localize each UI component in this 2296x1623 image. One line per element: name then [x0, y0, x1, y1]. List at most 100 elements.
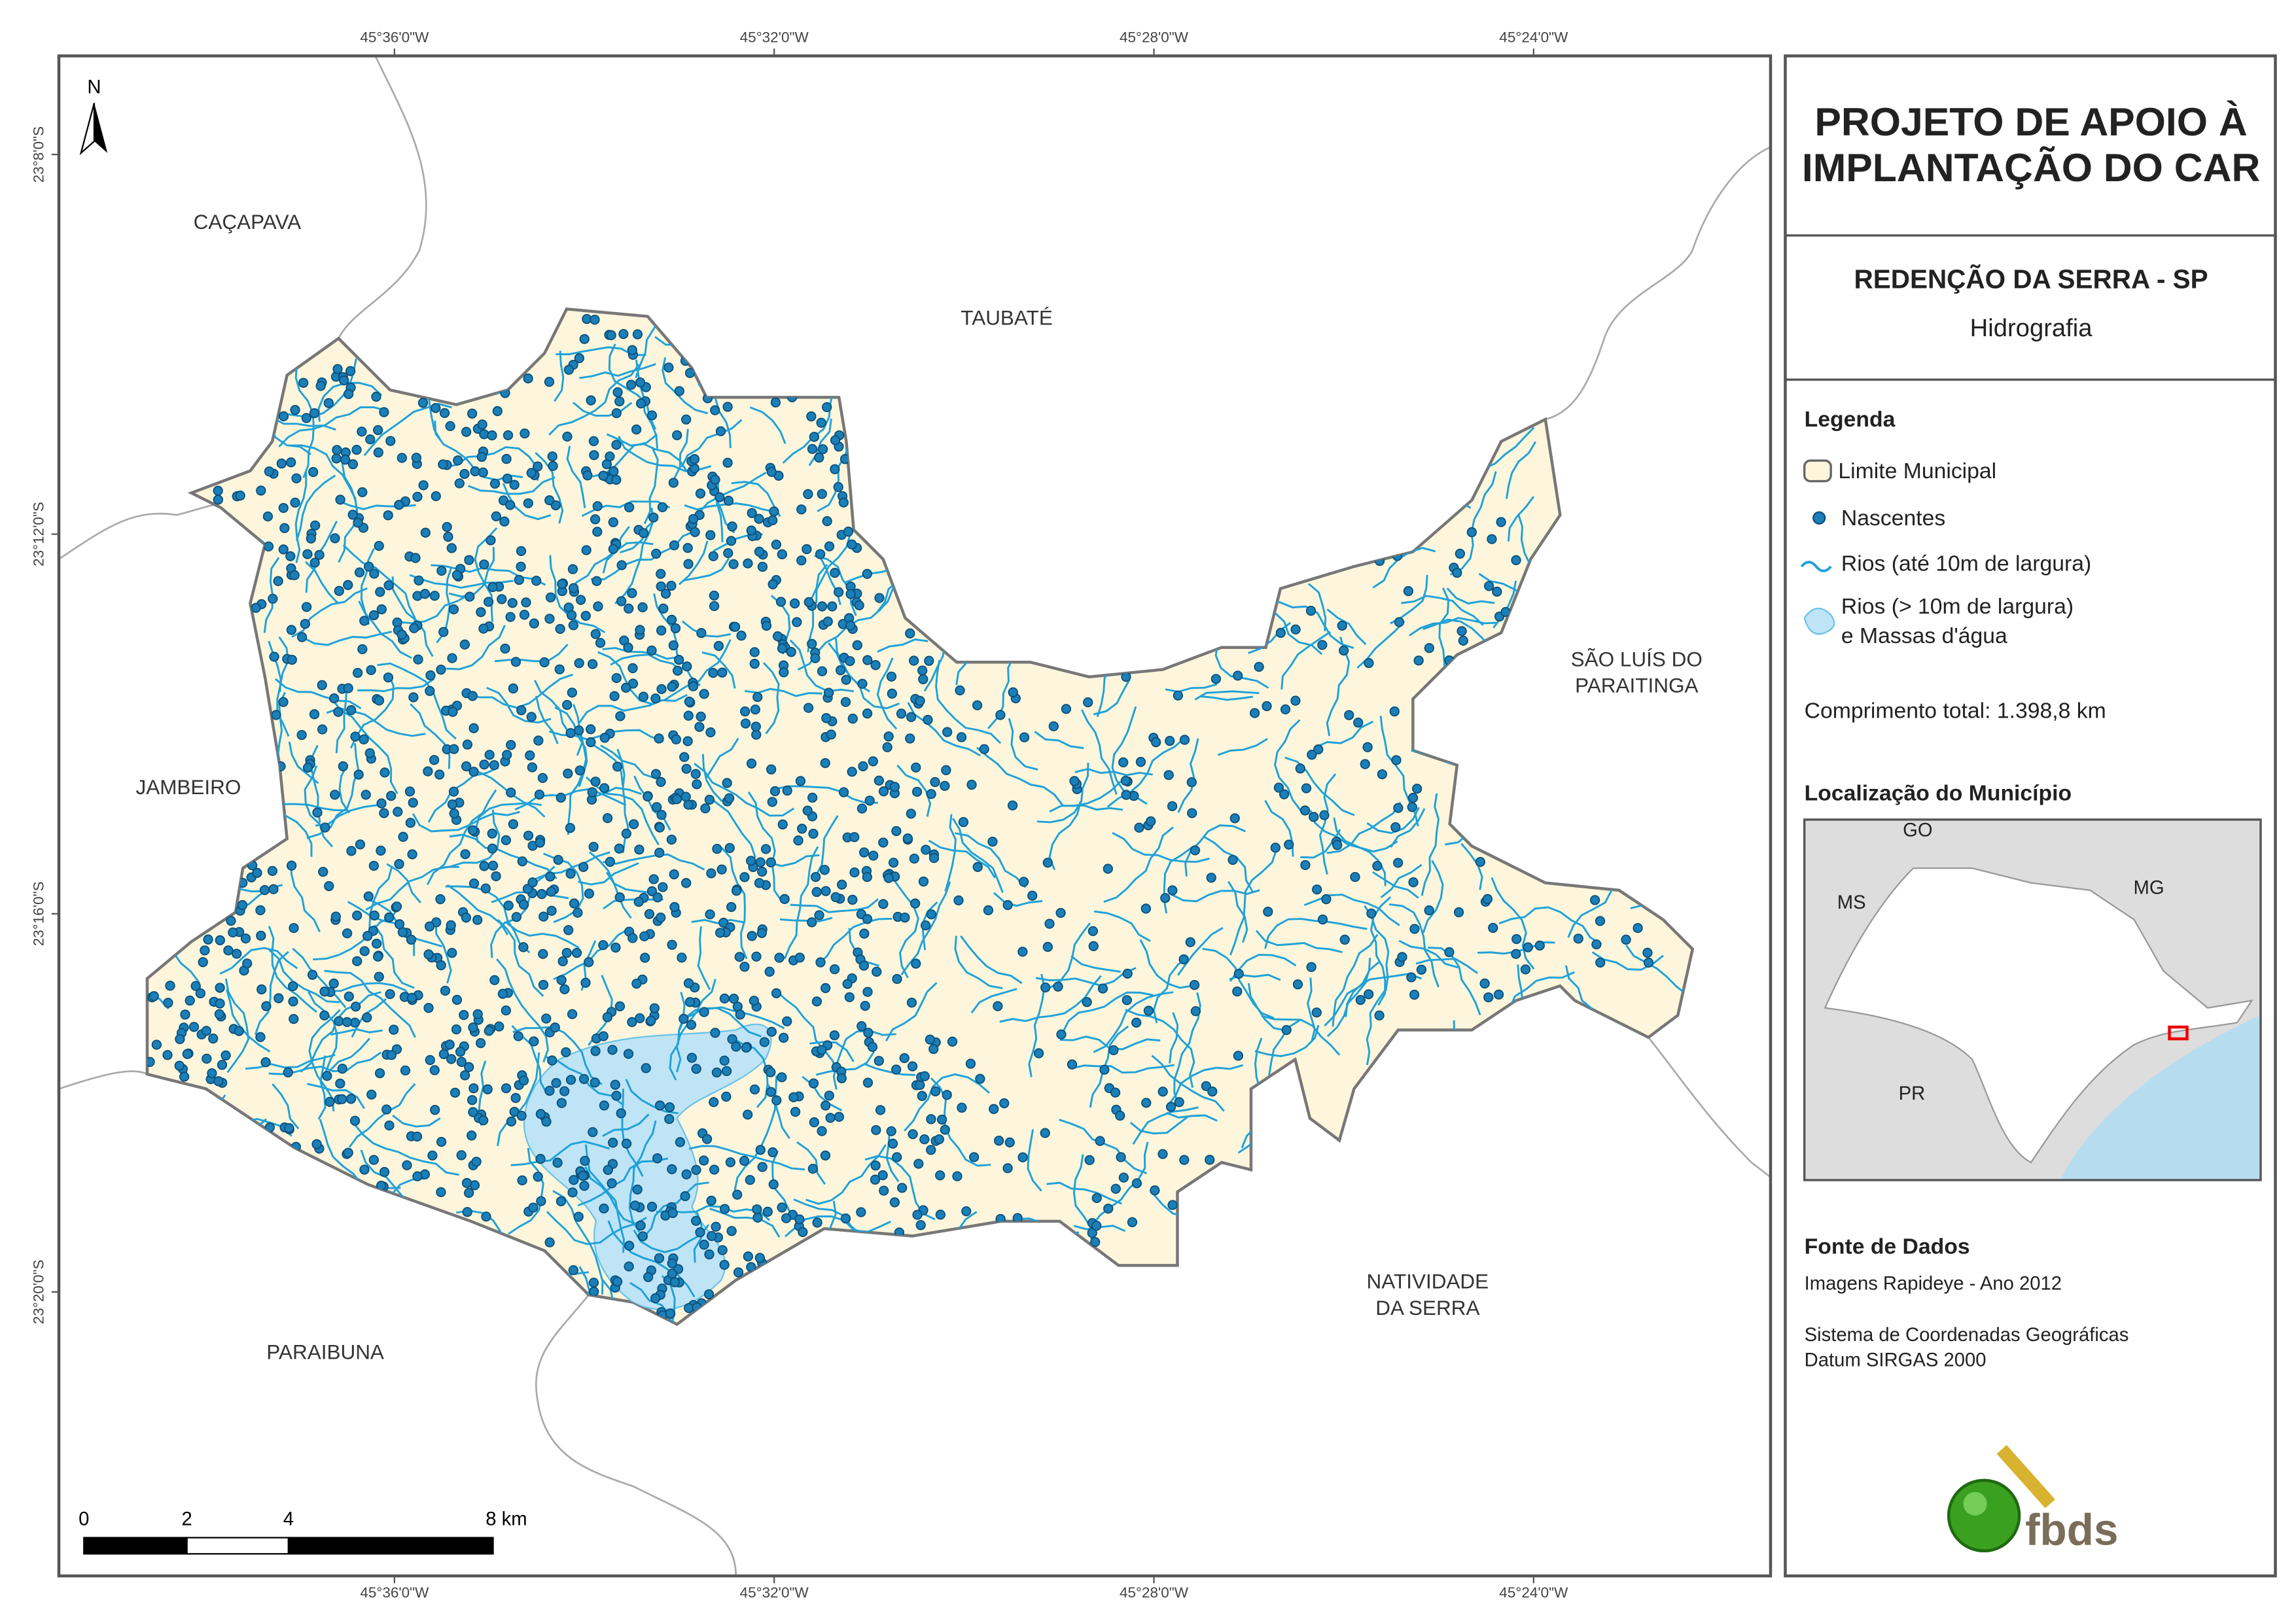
spring [614, 843, 624, 854]
river [663, 639, 732, 701]
spring [1523, 942, 1533, 952]
spring [628, 819, 639, 829]
spring [1091, 1193, 1102, 1204]
spring [908, 1129, 918, 1140]
spring [905, 733, 915, 744]
spring [1408, 877, 1419, 888]
spring [862, 986, 873, 997]
spring [1131, 1017, 1142, 1028]
spring [501, 1083, 512, 1094]
spring [747, 931, 757, 941]
spring [728, 993, 739, 1004]
spring [836, 879, 847, 890]
spring [599, 1203, 609, 1214]
spring [517, 1175, 527, 1186]
spring [538, 949, 548, 959]
spring [195, 988, 206, 999]
spring [314, 550, 325, 560]
spring [406, 992, 417, 1003]
spring [568, 583, 579, 593]
spring [648, 512, 659, 523]
river [955, 832, 1027, 888]
spring [1273, 782, 1284, 793]
spring [781, 1213, 792, 1223]
spring [533, 735, 544, 746]
spring [525, 750, 535, 761]
spring [896, 708, 907, 719]
inset-label: PR [1899, 1083, 1926, 1104]
spring [806, 411, 817, 422]
spring [1281, 1024, 1292, 1036]
spring [769, 506, 779, 517]
spring [539, 657, 550, 668]
spring [420, 527, 431, 538]
spring [624, 502, 635, 513]
spring [590, 514, 601, 525]
spring [792, 617, 802, 627]
spring [256, 984, 267, 995]
spring [318, 867, 328, 877]
spring [1087, 926, 1099, 937]
river [628, 1120, 657, 1233]
spring [754, 514, 764, 524]
spring [891, 826, 902, 837]
spring [510, 657, 521, 667]
spring [626, 379, 637, 390]
spring [1249, 708, 1260, 718]
spring [656, 777, 666, 787]
spring [635, 398, 646, 409]
spring [608, 517, 618, 527]
spring [770, 397, 781, 408]
spring [830, 464, 840, 474]
spring [1394, 617, 1405, 627]
spring [1305, 606, 1316, 616]
spring [151, 1039, 162, 1050]
spring [565, 1075, 576, 1085]
spring [930, 1086, 941, 1096]
river [497, 918, 544, 997]
spring [479, 861, 489, 871]
river [338, 763, 351, 814]
spring [940, 1125, 950, 1135]
spring [652, 1153, 663, 1164]
spring [766, 1026, 777, 1037]
river [999, 975, 1102, 1023]
river [768, 854, 820, 867]
spring [460, 849, 470, 860]
river [1112, 831, 1210, 863]
spring [389, 1024, 399, 1035]
spring [1360, 759, 1370, 769]
river [1089, 1025, 1129, 1108]
spring [556, 1196, 567, 1206]
spring [920, 920, 931, 931]
spring [612, 1276, 623, 1287]
spring [612, 387, 623, 398]
spring [1642, 947, 1653, 958]
spring [993, 1001, 1003, 1011]
river [1129, 1115, 1189, 1135]
spring [1116, 1152, 1126, 1162]
spring [1290, 695, 1301, 706]
spring [817, 1126, 827, 1136]
river [1369, 896, 1392, 1006]
river [357, 678, 435, 692]
spring [286, 860, 297, 871]
spring [346, 705, 357, 716]
river [360, 548, 375, 625]
spring [1110, 1183, 1121, 1194]
river [1274, 612, 1323, 655]
spring [1229, 813, 1240, 824]
river [808, 418, 832, 466]
spring [644, 909, 655, 919]
river [633, 775, 671, 831]
source-line: Sistema de Coordenadas Geográficas [1805, 1325, 2129, 1346]
spring [251, 602, 261, 613]
river [245, 1054, 336, 1070]
legend-label: Limite Municipal [1838, 459, 1996, 483]
spring [1458, 635, 1468, 646]
river [591, 786, 642, 799]
river [254, 951, 289, 1035]
spring [834, 1111, 845, 1122]
spring [308, 466, 319, 478]
spring [723, 548, 733, 559]
